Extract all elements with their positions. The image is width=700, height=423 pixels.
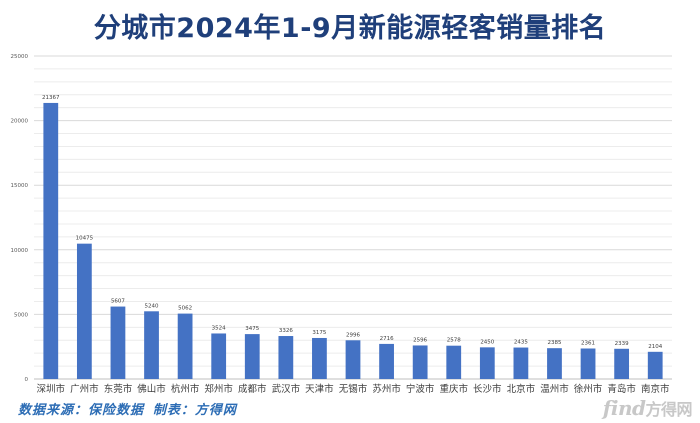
bar [647, 351, 663, 379]
x-tick-label: 广州市 [70, 383, 99, 395]
bar [177, 313, 193, 379]
x-tick-label: 无锡市 [339, 383, 368, 395]
bar [479, 347, 495, 379]
x-tick-label: 宁波市 [406, 383, 435, 395]
bar [513, 347, 529, 379]
watermark-logo: find方得网 [602, 396, 693, 420]
y-axis: 0 5000 10000 15000 20000 25000 [11, 54, 672, 383]
bar [379, 343, 394, 379]
bars [43, 102, 663, 380]
data-label: 5062 [178, 306, 192, 312]
x-axis: 深圳市 广州市 东莞市 佛山市 杭州市 郑州市 成都市 武汉市 天津市 无锡市 苏州市 宁波市 重庆市长… [37, 383, 670, 395]
data-label: 2996 [346, 332, 360, 338]
x-tick-label: 郑州市 [204, 383, 233, 395]
data-labels: 21367 10475 5607 5240 5062 3524 3475 3326 3175 29… [42, 95, 663, 350]
data-label: 2385 [547, 340, 561, 346]
watermark-find: find [602, 396, 646, 420]
x-tick-label: 天津市 [305, 383, 334, 395]
x-tick-label: 温州市 [540, 383, 569, 395]
chart-title: 分城市2024年1-9月新能源轻客销量排名 [93, 13, 607, 44]
y-tick-label: 25000 [11, 54, 29, 60]
bar [312, 337, 327, 379]
x-tick-label: 重庆市 [439, 383, 468, 395]
x-tick-label: 南京市 [641, 383, 670, 395]
x-tick-label: 佛山市 [137, 383, 166, 395]
data-label: 10475 [76, 236, 94, 242]
bar [76, 243, 92, 379]
data-label: 2104 [648, 344, 662, 350]
data-label: 3326 [279, 328, 293, 334]
bar [110, 306, 126, 379]
bar [412, 345, 428, 379]
x-tick-label: 杭州市 [171, 383, 200, 395]
data-label: 3175 [312, 330, 326, 336]
x-tick-label: 青岛市 [607, 383, 636, 395]
x-tick-label: 苏州市 [372, 383, 401, 395]
watermark-tail: 方得网 [645, 400, 692, 419]
y-tick-label: 10000 [11, 248, 29, 254]
bar [580, 348, 596, 379]
data-label: 2435 [514, 340, 528, 346]
bar [614, 348, 630, 379]
data-label: 2361 [581, 340, 595, 346]
x-tick-label: 成都市 [238, 383, 267, 395]
y-tick-label: 20000 [11, 119, 29, 125]
data-label: 5607 [111, 299, 125, 305]
data-label: 2450 [480, 339, 494, 345]
bar [547, 348, 562, 379]
x-tick-label: 武汉市 [272, 383, 301, 395]
y-tick-label: 15000 [11, 183, 29, 189]
x-tick-label: 北京市 [507, 383, 536, 395]
data-label: 21367 [42, 95, 60, 101]
bar [211, 333, 227, 379]
data-label: 5240 [145, 303, 159, 309]
x-tick-label: 深圳市 [37, 383, 66, 395]
bar [345, 340, 361, 379]
source-note: 数据来源：保险数据 制表：方得网 [18, 403, 237, 418]
bar [244, 334, 260, 379]
data-label: 3524 [212, 325, 226, 331]
data-label: 2578 [447, 338, 461, 344]
bar [278, 336, 294, 379]
bar [446, 345, 462, 379]
data-label: 2339 [615, 341, 629, 347]
data-label: 3475 [245, 326, 259, 332]
y-tick-label: 0 [25, 377, 29, 383]
data-label: 2596 [413, 337, 427, 343]
x-tick-label: 徐州市 [574, 383, 603, 395]
data-label: 2716 [380, 336, 394, 342]
bar [144, 311, 159, 379]
x-tick-label: 长沙市 [473, 383, 502, 395]
bar [43, 102, 59, 380]
x-tick-label: 东莞市 [104, 383, 133, 395]
y-tick-label: 5000 [14, 312, 28, 318]
gridlines [34, 55, 672, 380]
